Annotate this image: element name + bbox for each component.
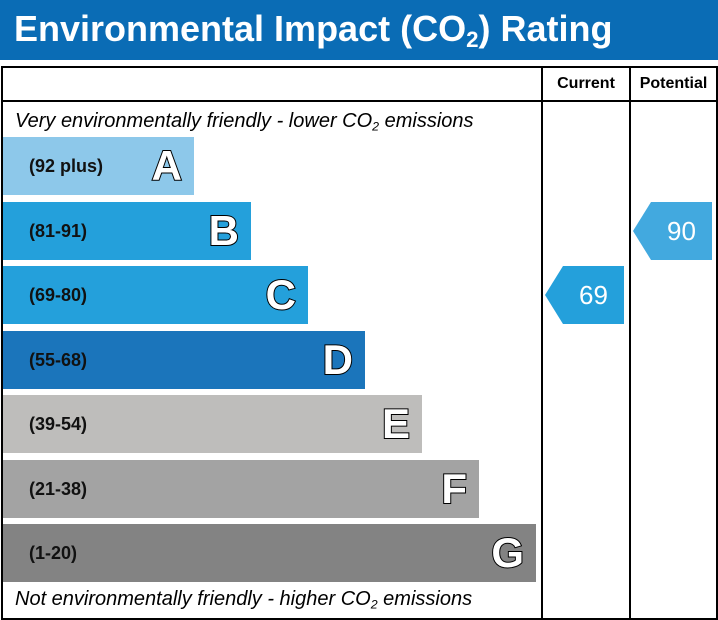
band-letter: C — [265, 270, 297, 319]
header-bar: Environmental Impact (CO2) Rating — [0, 0, 718, 60]
potential-rating-value: 90 — [667, 216, 696, 246]
column-divider — [629, 66, 631, 618]
band-range-label: (69-80) — [29, 285, 88, 305]
band-range-label: (92 plus) — [29, 156, 104, 176]
band-range-label: (1-20) — [29, 543, 78, 563]
band-letter: F — [440, 464, 468, 513]
top-caption: Very environmentally friendly - lower CO… — [15, 110, 474, 134]
band-range-label: (55-68) — [29, 350, 88, 370]
band-g: (1-20) G — [3, 524, 536, 582]
potential-column-header: Potential — [639, 75, 708, 92]
band-b: (81-91) B — [3, 202, 251, 260]
band-e: (39-54) E — [3, 395, 422, 453]
current-rating-arrow: 69 — [545, 266, 624, 324]
band-range-label: (81-91) — [29, 221, 88, 241]
current-column-header: Current — [557, 75, 615, 92]
band-f: (21-38) F — [3, 460, 479, 518]
band-range-label: (21-38) — [29, 479, 88, 499]
current-rating-value: 69 — [579, 280, 608, 310]
band-letter: G — [490, 528, 525, 577]
header-divider — [1, 100, 716, 102]
band-letter: E — [381, 399, 411, 448]
band-c: (69-80) C — [3, 266, 308, 324]
band-letter: D — [322, 335, 354, 384]
band-range-label: (39-54) — [29, 414, 88, 434]
band-letter: A — [151, 141, 183, 190]
bottom-caption: Not environmentally friendly - higher CO… — [15, 588, 473, 612]
page-title: Environmental Impact (CO2) Rating — [14, 8, 613, 53]
band-a: (92 plus) A — [3, 137, 194, 195]
band-letter: B — [208, 206, 240, 255]
potential-rating-arrow: 90 — [633, 202, 712, 260]
column-divider — [541, 66, 543, 618]
band-d: (55-68) D — [3, 331, 365, 389]
